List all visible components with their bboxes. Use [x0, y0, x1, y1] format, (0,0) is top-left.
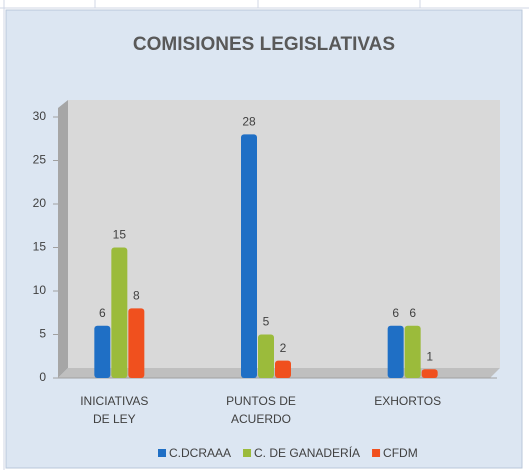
data-label: 6: [392, 306, 399, 320]
bar: [421, 369, 438, 378]
bar-group: [404, 325, 421, 378]
bar-group: [421, 369, 438, 378]
y-tick-label: 10: [33, 283, 47, 297]
bar: [241, 134, 257, 378]
y-tick-label: 0: [39, 370, 46, 384]
data-label: 1: [426, 349, 433, 363]
bar: [404, 325, 421, 378]
bar-group: [387, 325, 404, 378]
legend-swatch: [372, 449, 381, 457]
y-tick-label: 5: [39, 327, 46, 341]
chart-title: COMISIONES LEGISLATIVAS: [133, 34, 395, 55]
x-tick-label: INICIATIVAS DE LEY: [80, 394, 149, 426]
legend-swatch: [243, 449, 252, 457]
legend-label: C. DE GANADERÍA: [254, 445, 360, 460]
bar-group: [258, 334, 274, 378]
bar: [111, 247, 128, 378]
bar-group: [275, 360, 291, 378]
legend-swatch: [158, 449, 166, 457]
data-label: 6: [99, 306, 106, 320]
bar-group: [241, 134, 257, 378]
legend-label: C.DCRAAA: [169, 446, 231, 460]
bar: [387, 325, 404, 378]
side-wall: [58, 100, 68, 378]
data-label: 8: [133, 289, 140, 303]
bar-group: [128, 308, 145, 378]
x-tick-label: PUNTOS DE ACUERDO: [226, 394, 296, 426]
data-label: 2: [280, 341, 287, 355]
x-tick-label: EXHORTOS: [374, 394, 442, 408]
bar: [128, 308, 145, 378]
y-tick-label: 15: [33, 240, 47, 254]
bar: [275, 360, 291, 378]
legend-label: CFDM: [383, 446, 418, 460]
bar-group: [94, 325, 111, 378]
data-label: 6: [409, 306, 416, 320]
y-tick-label: 20: [33, 196, 47, 210]
data-label: 28: [242, 115, 256, 129]
y-tick-label: 30: [33, 109, 47, 123]
data-label: 5: [263, 315, 270, 329]
bar: [94, 325, 111, 378]
bar-group: [111, 247, 128, 378]
bar: [258, 334, 274, 378]
y-tick-label: 25: [33, 153, 47, 167]
data-label: 15: [113, 228, 127, 242]
